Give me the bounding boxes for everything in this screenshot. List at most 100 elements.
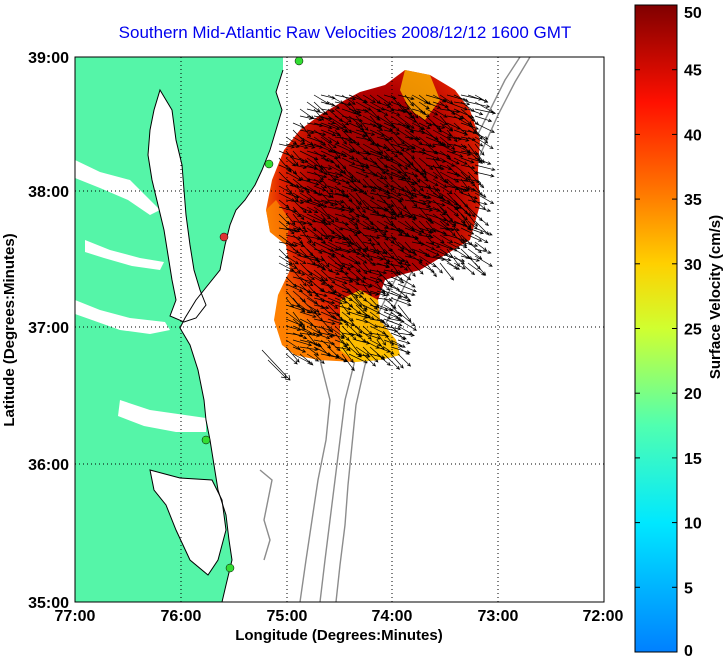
- velocity-arrow: [467, 185, 487, 198]
- velocity-arrow: [369, 192, 392, 199]
- velocity-arrow: [313, 234, 327, 244]
- velocity-vectors: [261, 94, 497, 381]
- velocity-arrow: [453, 94, 469, 102]
- velocity-arrow: [341, 164, 354, 179]
- velocity-arrow: [453, 101, 471, 106]
- velocity-arrow: [355, 248, 374, 261]
- velocity-arrow: [306, 178, 324, 183]
- velocity-arrow: [467, 234, 483, 242]
- velocity-arrow: [285, 213, 296, 226]
- velocity-arrow: [453, 164, 472, 179]
- velocity-arrow: [362, 276, 380, 284]
- velocity-arrow: [376, 178, 390, 188]
- velocity-arrow: [320, 129, 337, 137]
- velocity-arrow: [390, 122, 411, 129]
- velocity-arrow: [446, 262, 461, 270]
- velocity-arrow: [320, 115, 336, 124]
- velocity-arrow: [411, 199, 432, 208]
- velocity-arrow: [418, 157, 434, 171]
- velocity-arrow: [453, 199, 469, 215]
- velocity-arrow: [299, 248, 316, 266]
- velocity-arrow: [299, 213, 317, 223]
- velocity-arrow: [369, 122, 384, 131]
- velocity-arrow: [306, 164, 324, 173]
- velocity-arrow: [446, 213, 457, 227]
- velocity-arrow: [285, 283, 304, 292]
- map-title: Southern Mid-Atlantic Raw Velocities 200…: [119, 23, 572, 42]
- velocity-arrow: [362, 94, 376, 103]
- velocity-arrow: [390, 129, 405, 145]
- velocity-arrow: [425, 101, 442, 109]
- velocity-arrow: [285, 234, 302, 240]
- velocity-arrow: [313, 115, 333, 121]
- velocity-arrow: [474, 94, 489, 103]
- velocity-arrow: [278, 220, 295, 235]
- velocity-arrow: [285, 255, 299, 265]
- velocity-arrow: [341, 171, 357, 183]
- velocity-arrow: [334, 297, 348, 304]
- velocity-arrow: [285, 178, 304, 193]
- velocity-arrow: [327, 136, 340, 145]
- y-axis-label: Latitude (Degrees:Minutes): [1, 233, 18, 426]
- station-marker-active: [219, 232, 229, 242]
- velocity-arrow: [267, 359, 287, 379]
- velocity-arrow: [334, 353, 348, 362]
- velocity-arrow: [341, 318, 355, 327]
- velocity-arrow: [446, 101, 468, 111]
- velocity-arrow: [355, 234, 369, 251]
- velocity-arrow: [362, 283, 372, 297]
- velocity-arrow: [292, 178, 311, 194]
- velocity-arrow: [453, 157, 468, 165]
- velocity-arrow: [334, 150, 348, 158]
- velocity-arrow: [376, 290, 390, 296]
- velocity-arrow: [320, 192, 334, 207]
- velocity-arrow: [348, 108, 362, 114]
- velocity-arrow: [355, 297, 368, 311]
- velocity-arrow: [320, 171, 340, 179]
- velocity-arrow: [306, 346, 320, 356]
- velocity-arrow: [453, 262, 466, 270]
- velocity-arrow: [467, 136, 484, 147]
- coastline: [147, 69, 284, 602]
- velocity-arrow: [320, 122, 341, 131]
- velocity-arrow: [390, 241, 406, 250]
- velocity-arrow: [383, 227, 405, 233]
- velocity-arrow: [306, 318, 321, 334]
- velocity-arrow: [306, 150, 327, 158]
- velocity-arrow: [362, 269, 383, 277]
- velocity-arrow: [383, 143, 399, 158]
- velocity-arrow: [432, 206, 447, 216]
- velocity-arrow: [362, 101, 382, 113]
- colorbar-tick-label: 15: [684, 451, 702, 468]
- colorbar-tick-label: 25: [684, 322, 702, 339]
- velocity-arrow: [348, 213, 360, 222]
- velocity-arrow: [397, 311, 416, 327]
- velocity-arrow: [285, 157, 296, 167]
- velocity-arrow: [292, 262, 301, 274]
- velocity-arrow: [292, 143, 309, 150]
- velocity-arrow: [369, 115, 382, 129]
- velocity-arrow: [369, 220, 387, 236]
- velocity-arrow: [397, 262, 412, 267]
- velocity-arrow: [292, 339, 313, 347]
- lon-tick-label: 74:00: [372, 608, 413, 625]
- velocity-arrow: [292, 213, 306, 230]
- velocity-arrow: [348, 192, 363, 205]
- velocity-arrow: [397, 143, 415, 149]
- velocity-arrow: [418, 108, 430, 118]
- velocity-arrow: [397, 297, 412, 303]
- velocity-arrow: [467, 213, 478, 227]
- velocity-arrow: [334, 276, 354, 283]
- velocity-arrow: [390, 353, 404, 369]
- velocity-arrow: [383, 318, 403, 327]
- velocity-arrow: [292, 199, 307, 214]
- velocity-arrow: [285, 248, 302, 257]
- velocity-arrow: [425, 241, 441, 248]
- velocity-arrow: [404, 94, 414, 107]
- velocity-arrow: [320, 255, 330, 268]
- velocity-arrow: [376, 353, 391, 366]
- velocity-arrow: [355, 325, 372, 340]
- velocity-arrow: [397, 255, 409, 264]
- velocity-arrow: [369, 129, 385, 137]
